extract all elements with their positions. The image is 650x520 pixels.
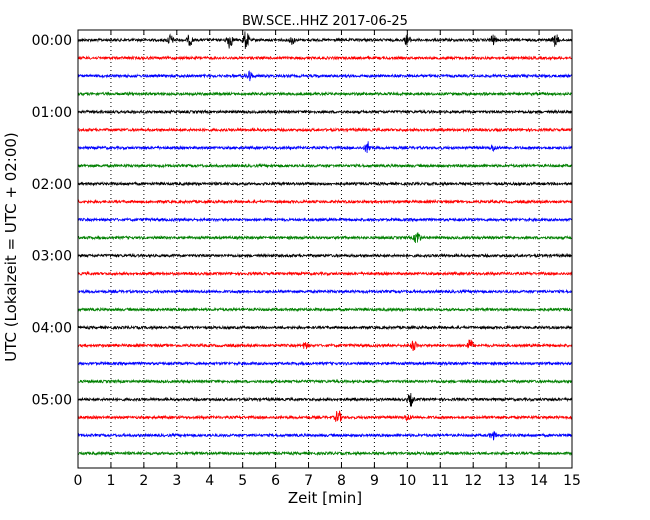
x-tick-label-7: 7 [304, 473, 313, 489]
chart-title: BW.SCE..HHZ 2017-06-25 [242, 14, 408, 29]
trace-0300 [77, 252, 573, 259]
y-axis-ticks: 00:00 01:00 02:00 03:00 04:00 05:00 [32, 33, 572, 408]
y-axis-label: UTC (Lokalzeit = UTC + 02:00) [2, 132, 20, 362]
trace-0530 [77, 430, 573, 441]
plot-frame [77, 29, 573, 469]
x-tick-label-1: 1 [106, 473, 115, 489]
trace-0145 [77, 162, 573, 169]
y-tick-label-1: 01:00 [32, 105, 72, 121]
trace-0400 [77, 324, 573, 331]
x-tick-label-14: 14 [530, 473, 548, 489]
x-tick-label-4: 4 [205, 473, 214, 489]
y-tick-label-5: 05:00 [32, 392, 72, 408]
x-tick-label-2: 2 [139, 473, 148, 489]
x-tick-label-10: 10 [398, 473, 416, 489]
trace-0030 [77, 70, 573, 82]
trace-0215 [77, 198, 573, 205]
trace-0515 [77, 410, 573, 422]
x-tick-label-15: 15 [563, 473, 581, 489]
y-tick-label-2: 02:00 [32, 177, 72, 193]
trace-0345 [77, 306, 573, 313]
x-axis-ticks: 0 1 2 3 4 5 6 7 8 9 10 11 12 13 14 15 [74, 30, 581, 489]
trace-0230 [77, 216, 573, 223]
y-tick-label-0: 00:00 [32, 33, 72, 49]
x-tick-label-12: 12 [464, 473, 482, 489]
trace-0045 [77, 91, 573, 97]
trace-0500 [77, 393, 573, 407]
y-tick-label-4: 04:00 [32, 321, 72, 337]
x-tick-label-11: 11 [431, 473, 449, 489]
trace-0430 [77, 360, 573, 367]
x-tick-label-5: 5 [238, 473, 247, 489]
x-tick-label-6: 6 [271, 473, 280, 489]
trace-0245 [77, 232, 573, 243]
trace-layer [77, 31, 573, 457]
trace-0115 [77, 126, 573, 133]
trace-0015 [77, 55, 572, 61]
x-tick-label-3: 3 [172, 473, 181, 489]
trace-0415 [77, 339, 573, 351]
trace-0100 [77, 109, 573, 115]
x-tick-label-13: 13 [497, 473, 515, 489]
x-tick-label-0: 0 [74, 473, 83, 489]
y-tick-label-3: 03:00 [32, 249, 72, 265]
trace-0200 [77, 180, 573, 187]
trace-0130 [77, 141, 573, 154]
x-tick-label-9: 9 [370, 473, 379, 489]
trace-0545 [77, 450, 573, 457]
trace-0315 [77, 270, 573, 277]
trace-0445 [77, 378, 573, 385]
x-tick-label-8: 8 [337, 473, 346, 489]
trace-0000 [77, 31, 573, 50]
trace-0330 [77, 288, 572, 295]
x-axis-label: Zeit [min] [288, 489, 362, 507]
